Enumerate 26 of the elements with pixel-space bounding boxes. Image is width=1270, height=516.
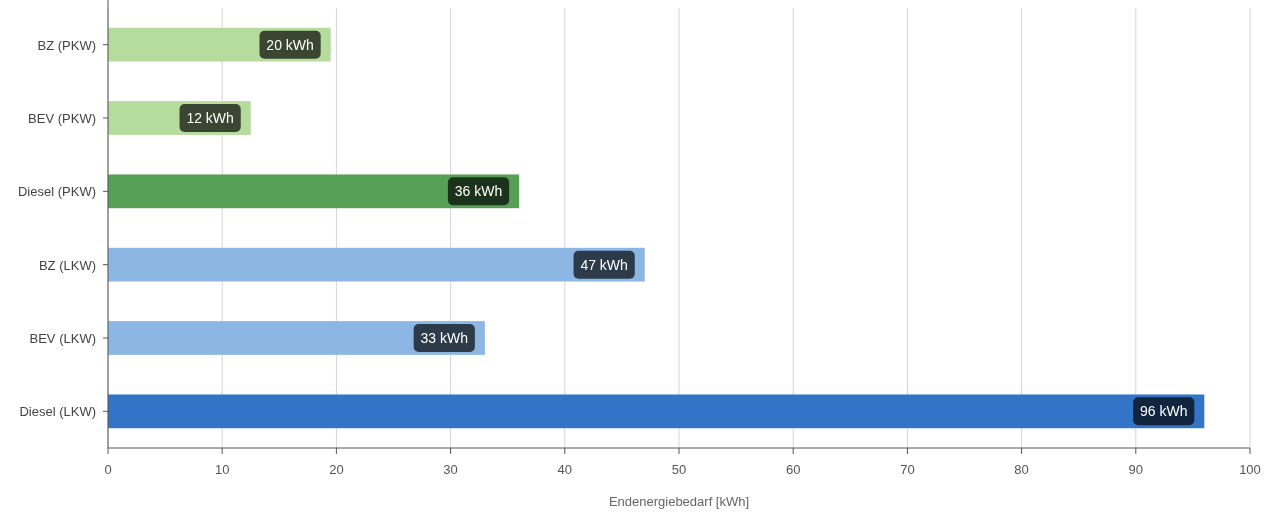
- x-axis-title: Endenergiebedarf [kWh]: [608, 494, 750, 509]
- y-tick-label: Diesel (LKW): [19, 404, 96, 420]
- y-tick-label: BEV (LKW): [29, 331, 96, 346]
- data-label: 47 kWh: [580, 256, 628, 273]
- bar: [108, 247, 645, 282]
- x-tick-label: 20: [329, 462, 344, 477]
- y-tick-label: BZ (PKW): [37, 37, 96, 53]
- y-tick-label: BZ (LKW): [38, 257, 96, 273]
- x-tick-label: 70: [900, 462, 915, 477]
- x-tick-label: 30: [443, 462, 458, 477]
- x-tick-label: 50: [671, 462, 687, 477]
- data-label: 96 kWh: [1139, 403, 1188, 420]
- bar: [108, 394, 1205, 429]
- x-tick-label: 100: [1239, 462, 1261, 477]
- x-tick-label: 40: [557, 462, 573, 477]
- data-label: 12 kWh: [186, 110, 234, 126]
- data-label: 20 kWh: [266, 36, 314, 53]
- x-tick-label: 10: [214, 462, 230, 477]
- y-tick-label: BEV (PKW): [28, 111, 96, 126]
- x-tick-label: 0: [104, 462, 112, 477]
- data-label: 33 kWh: [420, 330, 468, 346]
- x-tick-label: 90: [1128, 462, 1144, 477]
- data-label: 36 kWh: [454, 183, 503, 200]
- x-tick-label: 80: [1014, 462, 1029, 477]
- x-tick-label: 60: [785, 462, 801, 477]
- y-tick-label: Diesel (PKW): [17, 184, 96, 200]
